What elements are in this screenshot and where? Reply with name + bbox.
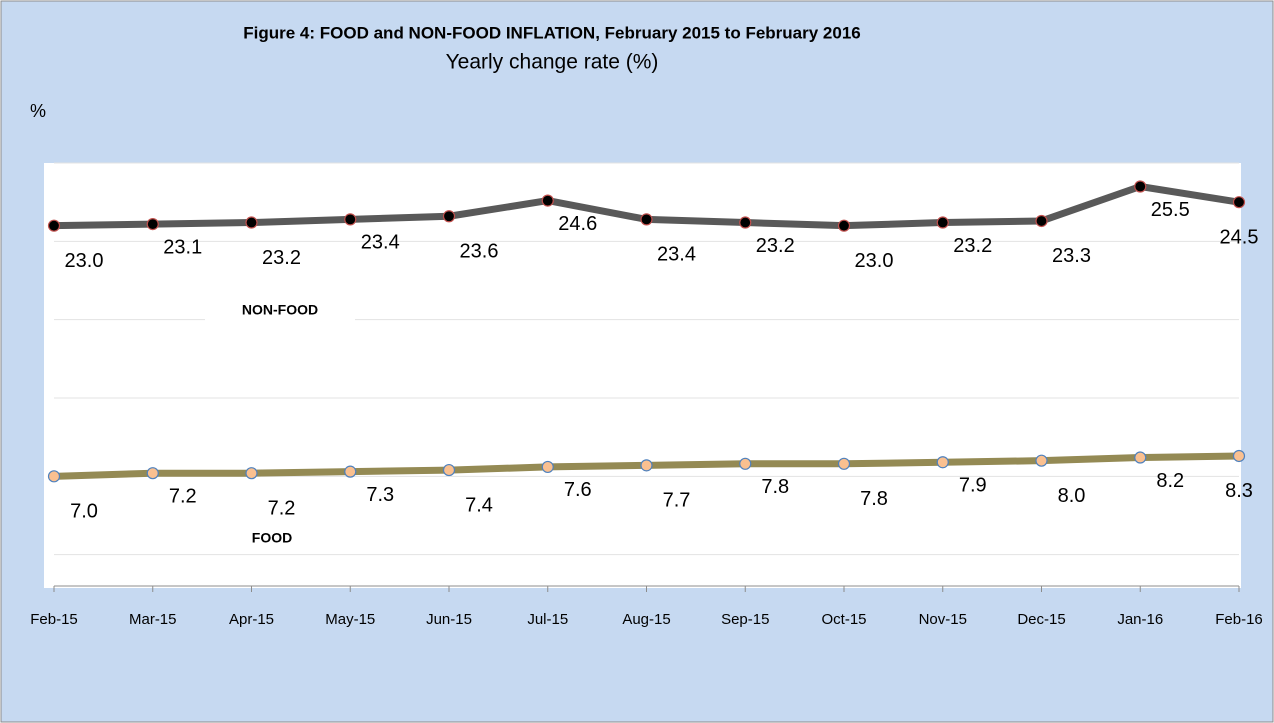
- data-label: 23.2: [756, 235, 795, 257]
- point: [344, 213, 357, 226]
- chart-title: Figure 4: FOOD and NON-FOOD INFLATION, F…: [243, 23, 860, 42]
- point: [739, 457, 752, 470]
- data-label: 23.6: [460, 241, 499, 263]
- point: [1134, 451, 1147, 464]
- point: [936, 216, 949, 229]
- point: [837, 219, 851, 232]
- point: [640, 213, 653, 226]
- data-label: 8.3: [1225, 480, 1253, 502]
- legend-label: NON-FOOD: [242, 302, 318, 318]
- point: [1232, 196, 1246, 209]
- data-label: 23.2: [262, 247, 301, 269]
- x-tick-label: Sep-15: [721, 611, 769, 628]
- x-tick-label: Oct-15: [821, 611, 866, 628]
- data-label: 7.7: [663, 490, 691, 512]
- data-label: 7.9: [959, 475, 987, 497]
- point: [1232, 449, 1246, 463]
- point: [541, 194, 554, 207]
- x-tick-label: Jan-16: [1117, 611, 1163, 628]
- data-label: 23.1: [163, 236, 202, 258]
- data-label: 23.3: [1052, 245, 1091, 267]
- data-label: 23.2: [953, 235, 992, 257]
- point: [442, 463, 456, 477]
- data-label: 7.8: [761, 476, 789, 498]
- data-label: 7.8: [860, 488, 888, 510]
- x-tick-label: Jun-15: [426, 611, 472, 628]
- x-tick-label: Feb-16: [1215, 611, 1263, 628]
- x-tick-label: May-15: [325, 611, 375, 628]
- point: [1134, 180, 1147, 193]
- point: [47, 219, 61, 232]
- point: [344, 465, 357, 478]
- legend-box: [205, 297, 355, 325]
- legend-label: FOOD: [252, 530, 292, 546]
- plot-area: [44, 163, 1241, 588]
- data-label: 7.3: [366, 484, 394, 506]
- y-axis-label: %: [30, 101, 46, 121]
- point: [936, 456, 949, 469]
- data-label: 7.2: [268, 497, 296, 519]
- x-tick-label: Apr-15: [229, 611, 274, 628]
- data-label: 8.2: [1156, 470, 1184, 492]
- data-label: 7.2: [169, 485, 197, 507]
- data-label: 23.0: [65, 250, 104, 272]
- chart-subtitle: Yearly change rate (%): [446, 51, 659, 74]
- point: [442, 210, 456, 223]
- point: [739, 216, 752, 229]
- x-tick-label: Aug-15: [622, 611, 670, 628]
- point: [1035, 454, 1048, 467]
- data-label: 25.5: [1151, 199, 1190, 221]
- data-label: 7.4: [465, 494, 493, 516]
- point: [1035, 214, 1048, 228]
- data-label: 7.0: [70, 501, 98, 523]
- point: [245, 216, 258, 229]
- x-tick-label: Nov-15: [919, 611, 967, 628]
- data-label: 23.4: [361, 232, 400, 254]
- data-label: 8.0: [1058, 485, 1086, 507]
- x-tick-label: Feb-15: [30, 611, 78, 628]
- point: [146, 467, 159, 480]
- data-label: 23.4: [657, 244, 696, 266]
- data-label: 24.5: [1220, 226, 1259, 248]
- x-tick-label: Mar-15: [129, 611, 177, 628]
- x-tick-label: Dec-15: [1017, 611, 1065, 628]
- point: [47, 470, 61, 483]
- x-tick-label: Jul-15: [527, 611, 568, 628]
- point: [837, 457, 851, 470]
- point: [146, 218, 159, 231]
- point: [640, 459, 653, 472]
- data-label: 23.0: [855, 250, 894, 272]
- data-label: 7.6: [564, 479, 592, 501]
- legend-box: [192, 525, 352, 553]
- point: [245, 467, 258, 480]
- data-label: 24.6: [558, 213, 597, 235]
- point: [541, 460, 554, 474]
